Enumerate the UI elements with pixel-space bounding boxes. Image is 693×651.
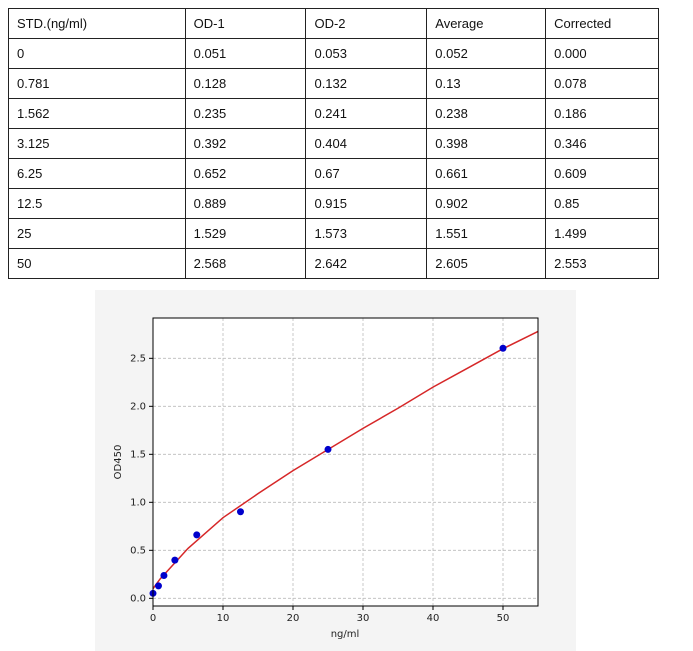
row: 1.562 0.235 0.241 0.238 0.186 xyxy=(8,98,659,129)
cell: 0.128 xyxy=(184,68,307,99)
y-tick-label: 2.5 xyxy=(130,353,146,364)
cell: 2.568 xyxy=(184,248,307,279)
cell: 0.889 xyxy=(184,188,307,219)
header-cell: Average xyxy=(426,8,547,39)
x-tick-label: 0 xyxy=(150,613,156,624)
y-tick-label: 0.5 xyxy=(130,545,146,556)
y-tick-label: 0.0 xyxy=(130,593,146,604)
cell: 2.553 xyxy=(545,248,659,279)
cell: 0.781 xyxy=(8,68,186,99)
cell: 0.132 xyxy=(305,68,428,99)
cell: 0.241 xyxy=(305,98,428,129)
cell: 0.078 xyxy=(545,68,659,99)
cell: 12.5 xyxy=(8,188,186,219)
data-point xyxy=(171,556,179,564)
cell: 2.642 xyxy=(305,248,428,279)
y-tick-label: 2.0 xyxy=(130,401,146,412)
cell: 2.605 xyxy=(426,248,547,279)
row: 0.781 0.128 0.132 0.13 0.078 xyxy=(8,68,659,99)
cell: 0.051 xyxy=(184,38,307,69)
chart: ng/ml OD450 0 10 20 30 40 50 0.0 0.5 1.0 1.5 2.0 2.… xyxy=(95,290,576,651)
row: 25 1.529 1.573 1.551 1.499 xyxy=(8,218,659,249)
x-tick-label: 20 xyxy=(287,613,300,624)
cell: 1.562 xyxy=(8,98,186,129)
cell: 0.398 xyxy=(426,128,547,159)
cell: 0.238 xyxy=(426,98,547,129)
y-tick-label: 1.0 xyxy=(130,497,146,508)
cell: 6.25 xyxy=(8,158,186,189)
row: 3.125 0.392 0.404 0.398 0.346 xyxy=(8,128,659,159)
cell: 0.000 xyxy=(545,38,659,69)
data-point xyxy=(324,445,332,453)
cell: 0.235 xyxy=(184,98,307,129)
cell: 0.053 xyxy=(305,38,428,69)
fit-curve xyxy=(152,330,539,590)
cell: 0.13 xyxy=(426,68,547,99)
x-tick-label: 50 xyxy=(497,613,510,624)
cell: 0.902 xyxy=(426,188,547,219)
header-cell: Corrected xyxy=(545,8,659,39)
cell: 0 xyxy=(8,38,186,69)
cell: 1.551 xyxy=(426,218,547,249)
cell: 0.609 xyxy=(545,158,659,189)
data-table: STD.(ng/ml) OD-1 OD-2 Average Corrected 0 0.05… xyxy=(8,8,659,279)
cell: 0.052 xyxy=(426,38,547,69)
data-point xyxy=(499,344,507,352)
header-cell: STD.(ng/ml) xyxy=(8,8,186,39)
x-tick-label: 10 xyxy=(217,613,230,624)
cell: 0.652 xyxy=(184,158,307,189)
cell: 0.346 xyxy=(545,128,659,159)
x-tick-label: 30 xyxy=(357,613,370,624)
y-tick-label: 1.5 xyxy=(130,449,146,460)
cell: 0.404 xyxy=(305,128,428,159)
data-point xyxy=(237,508,244,516)
cell: 50 xyxy=(8,248,186,279)
plot-background xyxy=(153,318,538,606)
cell: 0.661 xyxy=(426,158,547,189)
cell: 0.392 xyxy=(184,128,307,159)
header-cell: OD-2 xyxy=(305,8,428,39)
cell: 1.529 xyxy=(184,218,307,249)
x-tick-label: 40 xyxy=(427,613,440,624)
data-point xyxy=(154,582,162,590)
cell: 0.186 xyxy=(545,98,659,129)
plot-frame xyxy=(152,317,539,607)
x-axis-label: ng/ml xyxy=(331,629,360,640)
header-row: STD.(ng/ml) OD-1 OD-2 Average Corrected xyxy=(8,8,659,39)
cell: 25 xyxy=(8,218,186,249)
cell: 0.915 xyxy=(305,188,428,219)
cell: 3.125 xyxy=(8,128,186,159)
data-point xyxy=(193,531,201,539)
header-cell: OD-1 xyxy=(184,8,307,39)
row: 6.25 0.652 0.67 0.661 0.609 xyxy=(8,158,659,189)
y-axis-label: OD450 xyxy=(113,445,124,480)
cell: 1.499 xyxy=(545,218,659,249)
row: 50 2.568 2.642 2.605 2.553 xyxy=(8,248,659,279)
data-point xyxy=(160,571,168,579)
row: 0 0.051 0.053 0.052 0.000 xyxy=(8,38,659,69)
row: 12.5 0.889 0.915 0.902 0.85 xyxy=(8,188,659,219)
cell: 0.67 xyxy=(305,158,428,189)
cell: 0.85 xyxy=(545,188,659,219)
cell: 1.573 xyxy=(305,218,428,249)
